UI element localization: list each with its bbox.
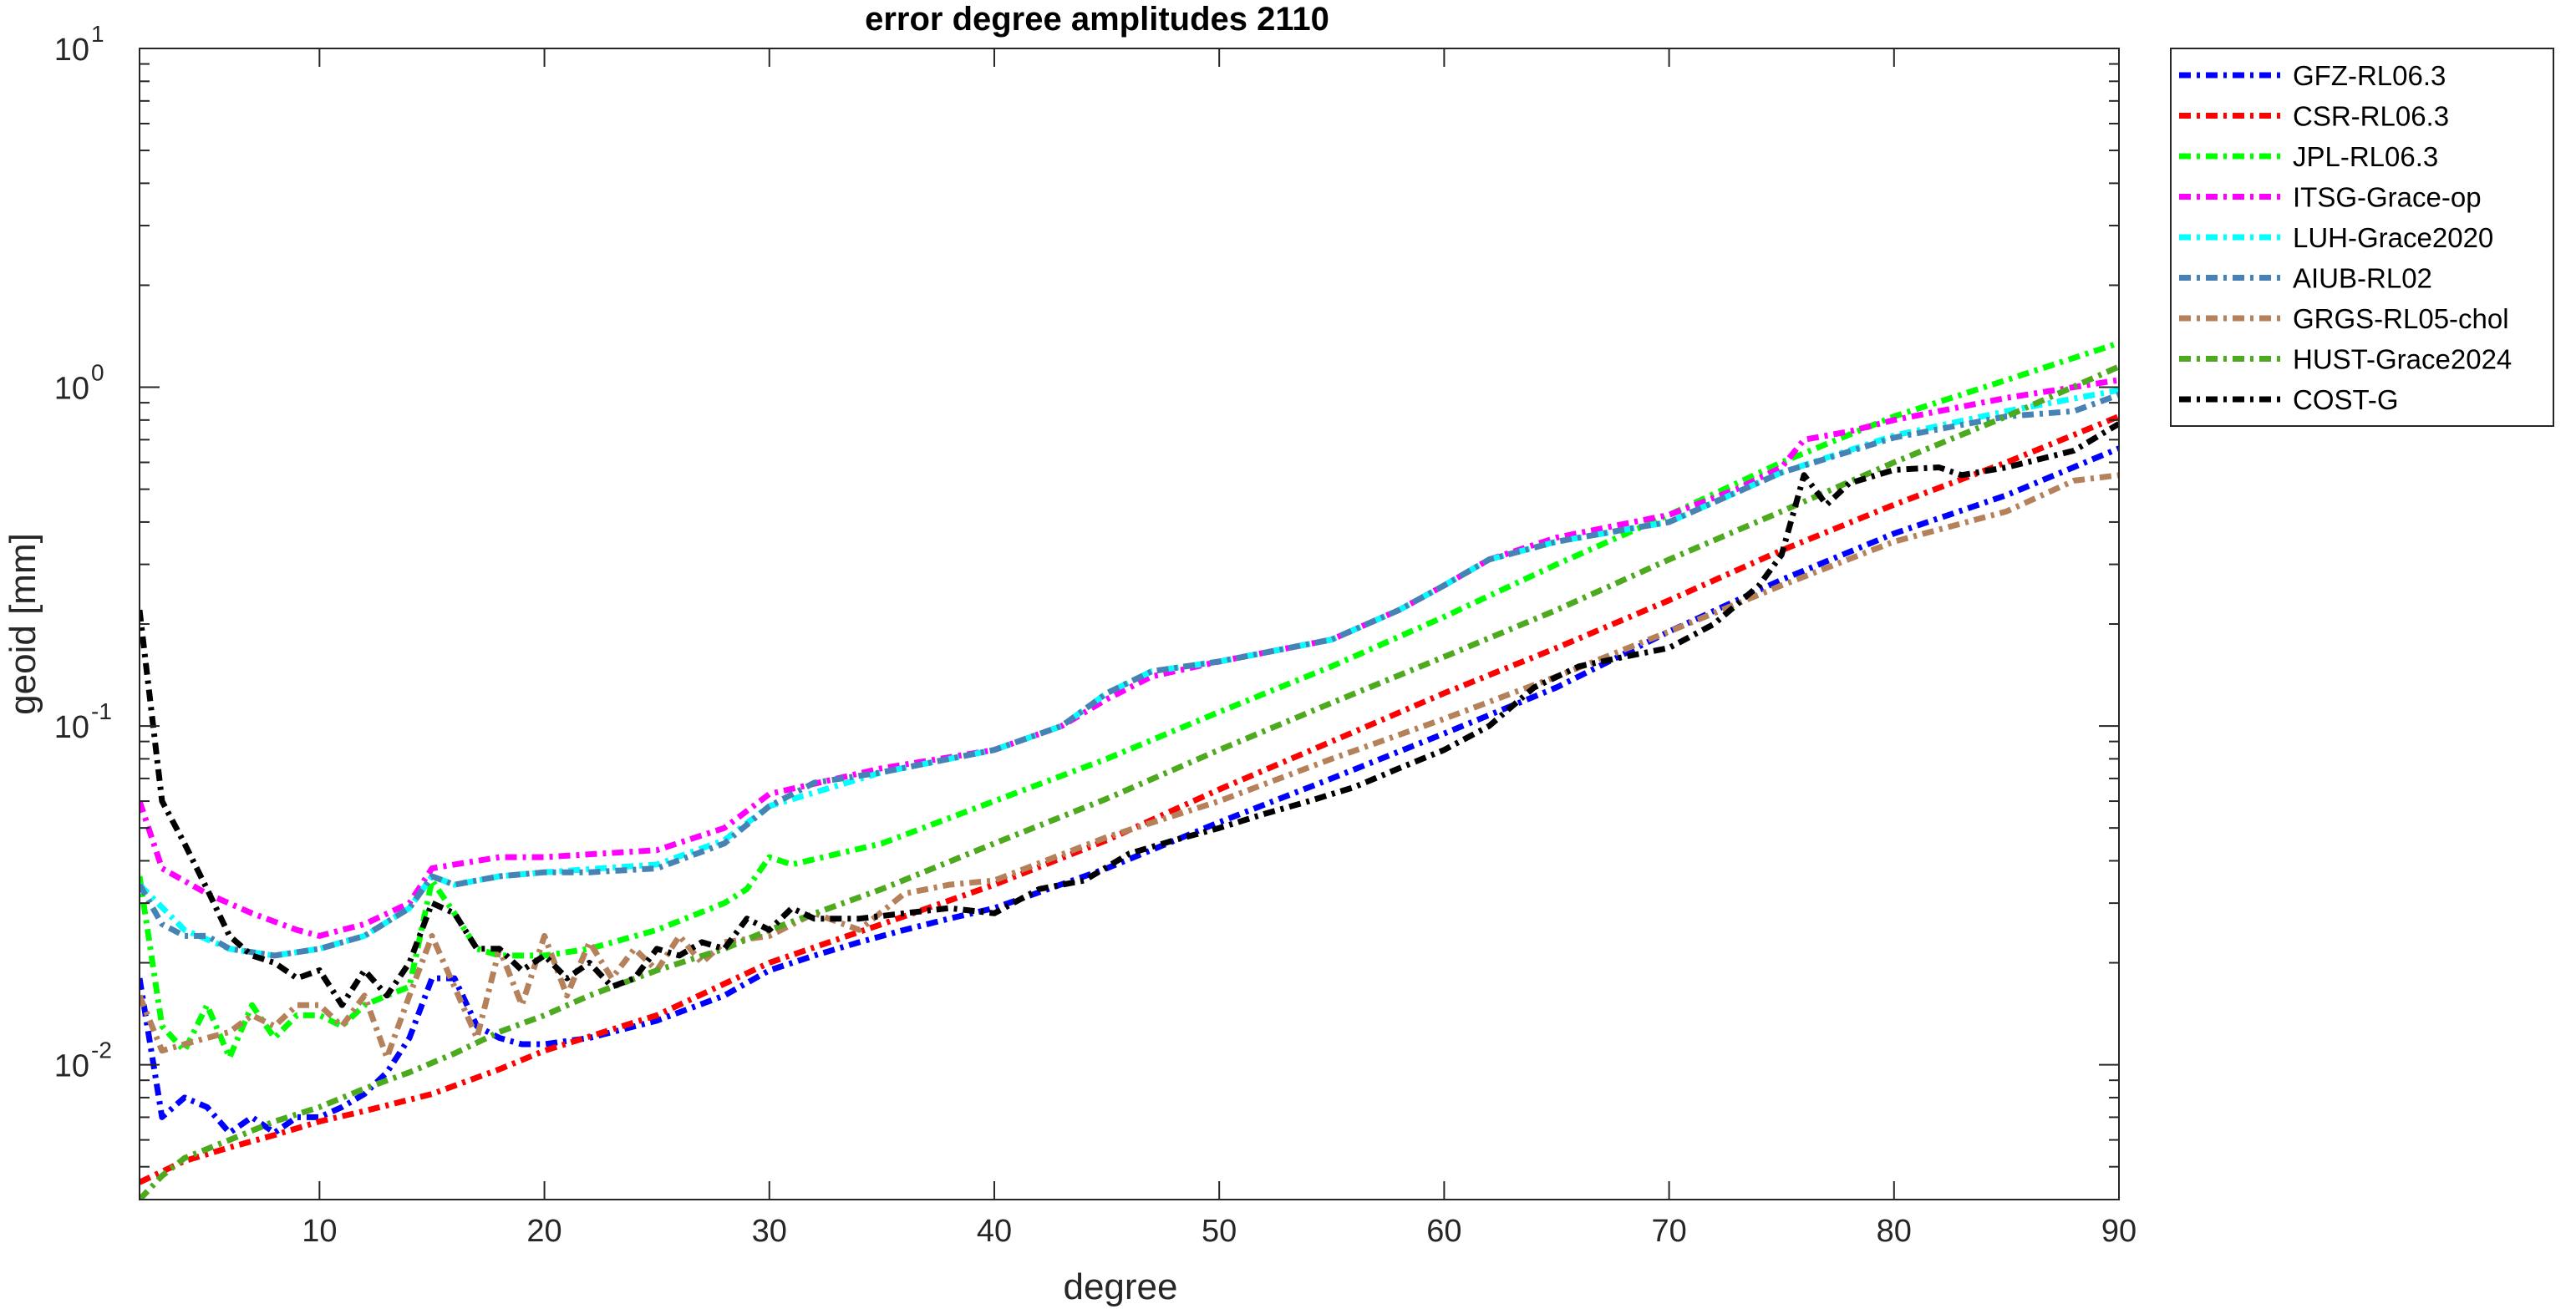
- y-tick-label: 10 0: [54, 360, 104, 407]
- legend-items: GFZ-RL06.3 CSR-RL06.3 JPL-RL06.3 ITSG-Grace…: [2179, 60, 2512, 415]
- legend-item: GFZ-RL06.3: [2179, 60, 2446, 91]
- y-tick-base: 10: [54, 710, 89, 745]
- legend-label: CSR-RL06.3: [2293, 101, 2449, 132]
- x-tick-label: 60: [1426, 1214, 1461, 1249]
- x-tick-label: 20: [526, 1214, 561, 1249]
- legend-label: LUH-Grace2020: [2293, 222, 2493, 253]
- series-line-jpl-rl06-3: [140, 340, 2119, 1061]
- x-tick-label: 90: [2101, 1214, 2137, 1249]
- x-tick-label: 10: [302, 1214, 337, 1249]
- x-tick-label: 80: [1877, 1214, 1912, 1249]
- y-tick-label: 10 -1: [54, 698, 112, 745]
- legend-item: AIUB-RL02: [2179, 263, 2432, 294]
- axes-background: [140, 48, 2119, 1200]
- y-tick-exponent: -1: [91, 698, 112, 724]
- legend: GFZ-RL06.3 CSR-RL06.3 JPL-RL06.3 ITSG-Grace…: [2170, 48, 2554, 427]
- legend-item: HUST-Grace2024: [2179, 344, 2512, 375]
- y-axis-title: geoid [mm]: [3, 533, 43, 715]
- legend-label: AIUB-RL02: [2293, 263, 2432, 294]
- legend-label: HUST-Grace2024: [2293, 344, 2512, 375]
- legend-item: JPL-RL06.3: [2179, 141, 2438, 172]
- series-line-cost-g: [140, 421, 2119, 1008]
- y-tick-base: 10: [54, 1049, 89, 1084]
- y-tick-base: 10: [54, 372, 89, 407]
- x-tick-label: 30: [752, 1214, 787, 1249]
- y-tick-exponent: 1: [91, 21, 104, 47]
- y-tick-label: 10 1: [54, 21, 104, 68]
- x-tick-label: 50: [1202, 1214, 1237, 1249]
- legend-item: CSR-RL06.3: [2179, 101, 2449, 132]
- legend-item: COST-G: [2179, 384, 2399, 415]
- legend-item: ITSG-Grace-op: [2179, 182, 2482, 213]
- x-tick-label: 40: [977, 1214, 1012, 1249]
- series-line-grgs-rl05-chol: [140, 472, 2119, 1061]
- y-tick-exponent: 0: [91, 360, 104, 386]
- legend-label: JPL-RL06.3: [2293, 141, 2438, 172]
- y-tick-label: 10 -2: [54, 1038, 112, 1084]
- x-tick-label: 70: [1651, 1214, 1686, 1249]
- legend-item: GRGS-RL05-chol: [2179, 303, 2509, 334]
- legend-label: GRGS-RL05-chol: [2293, 303, 2509, 334]
- x-axis-title: degree: [1063, 1266, 1177, 1307]
- series-layer: [140, 340, 2119, 1200]
- legend-label: COST-G: [2293, 384, 2399, 415]
- y-tick-base: 10: [54, 33, 89, 68]
- legend-label: GFZ-RL06.3: [2293, 60, 2446, 91]
- chart-title: error degree amplitudes 2110: [865, 1, 1329, 38]
- y-tick-exponent: -2: [91, 1038, 112, 1063]
- legend-label: ITSG-Grace-op: [2293, 182, 2482, 213]
- legend-item: LUH-Grace2020: [2179, 222, 2493, 253]
- series-line-aiub-rl02: [140, 392, 2119, 959]
